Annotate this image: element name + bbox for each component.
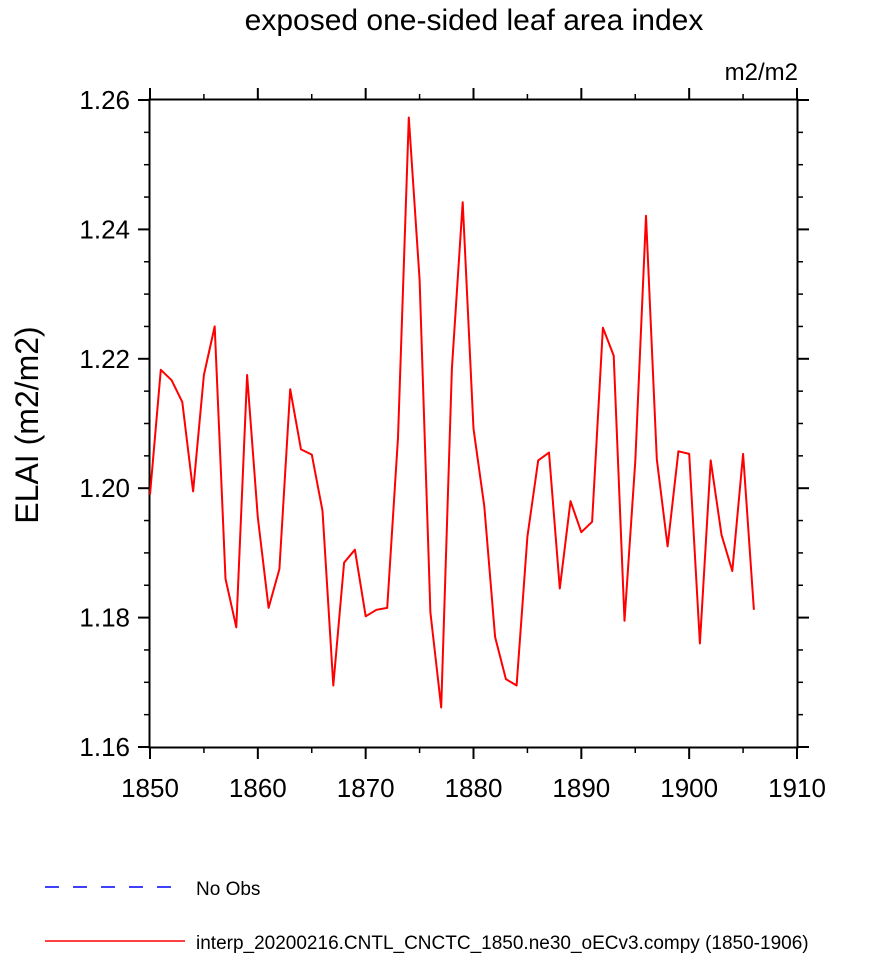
- series-line: [149, 116, 755, 709]
- x-tick-label: 1850: [121, 773, 179, 803]
- y-tick-label: 1.16: [79, 732, 130, 762]
- legend-label: interp_20200216.CNTL_CNCTC_1850.ne30_oEC…: [196, 933, 809, 953]
- y-tick-label: 1.20: [79, 473, 130, 503]
- chart-title: exposed one-sided leaf area index: [245, 4, 704, 37]
- axis-tick-labels: 1850 1860 1870 1880 1890 1900 1910 1.16 1.18 1.20…: [79, 85, 826, 803]
- x-tick-label: 1870: [337, 773, 395, 803]
- units-label: m2/m2: [725, 59, 798, 86]
- x-tick-label: 1890: [552, 773, 610, 803]
- y-axis-label: ELAI (m2/m2): [9, 326, 45, 523]
- legend-label: No Obs: [196, 879, 260, 900]
- series-layer: [149, 116, 755, 709]
- x-tick-label: 1900: [660, 773, 718, 803]
- y-tick-label: 1.22: [79, 344, 130, 374]
- y-tick-label: 1.18: [79, 603, 130, 633]
- y-tick-label: 1.24: [79, 214, 130, 244]
- x-tick-label: 1910: [768, 773, 826, 803]
- axis-ticks: [138, 88, 809, 759]
- x-tick-label: 1880: [445, 773, 503, 803]
- x-tick-label: 1860: [229, 773, 287, 803]
- y-tick-label: 1.26: [79, 85, 130, 115]
- legend: No Obs interp_20200216.CNTL_CNCTC_1850.ne…: [45, 879, 809, 953]
